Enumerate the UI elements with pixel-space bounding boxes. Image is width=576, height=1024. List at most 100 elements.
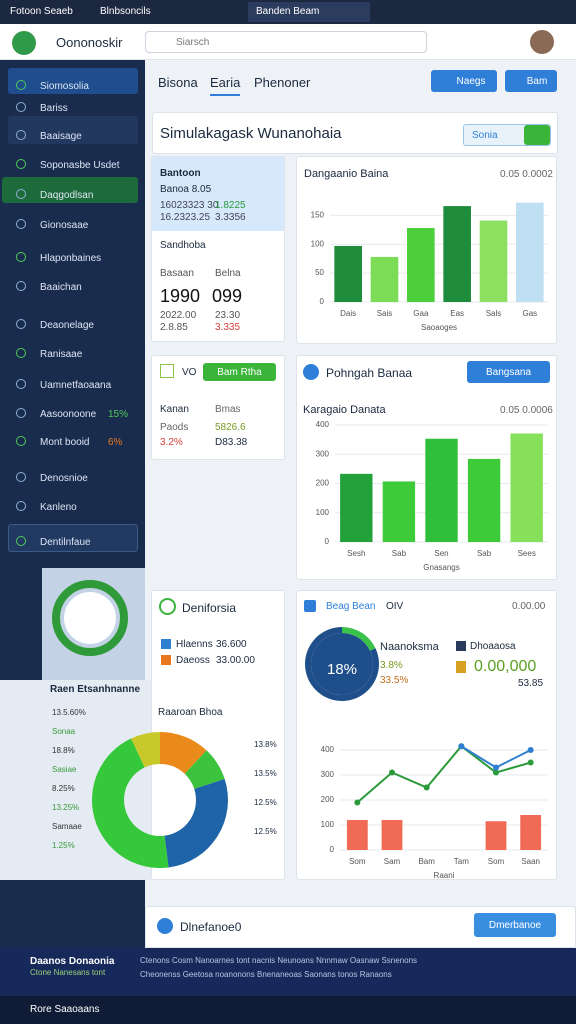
search[interactable]: Siarsch [145, 31, 427, 53]
nav-item[interactable]: Baaisage [40, 131, 82, 142]
summary-head [152, 157, 284, 231]
nav-item[interactable]: Hlaponbaines [40, 253, 102, 264]
nav-item[interactable]: Soponasbe Usdet [40, 160, 120, 171]
x-tick-label: Saan [521, 857, 540, 866]
y-tick-label: 200 [316, 479, 330, 488]
y-tick-label: 100 [311, 239, 325, 248]
stat: 099 [212, 286, 243, 306]
donut-label: Sasiae [52, 765, 77, 774]
footer [0, 948, 576, 996]
toggle-check[interactable] [524, 125, 550, 145]
button[interactable]: Dmerbanoe [474, 913, 556, 937]
small-value: 53.85 [518, 678, 544, 689]
donut-label: Sonaa [52, 727, 76, 736]
stat-sub: 2.8.85 [160, 322, 188, 333]
x-tick-label: Som [488, 857, 505, 866]
nav-item[interactable]: Denosnioe [40, 473, 88, 484]
legend-swatch [161, 655, 171, 665]
button[interactable]: Bangsana [467, 361, 550, 383]
point [354, 799, 361, 806]
tab[interactable]: Blnbsoncils [100, 6, 151, 17]
point [493, 764, 499, 771]
footer-bar [0, 996, 576, 1024]
nav-item[interactable]: Bariss [40, 103, 68, 114]
button[interactable]: Bam [505, 70, 557, 92]
row: 3.2% [160, 437, 183, 448]
donut-label: 12.5% [254, 827, 277, 836]
donut-center: 18% [327, 661, 357, 678]
nav-item[interactable]: Uamnetfaoaana [40, 380, 112, 391]
chart-note: 0.00.00 [512, 601, 546, 612]
card-subtitle: Raaroan Bhoa [158, 707, 223, 718]
button[interactable]: Bam Rtha [203, 363, 276, 381]
donut-label: 8.25% [52, 784, 75, 793]
tab[interactable]: Fotoon Seaeb [10, 6, 73, 17]
donut-label: 13.5% [254, 769, 277, 778]
icon [303, 364, 319, 380]
x-tick-label: Tam [454, 857, 469, 866]
pct: 33.5% [380, 675, 409, 686]
x-tick-label: Eas [450, 309, 464, 318]
point [527, 759, 534, 766]
y-tick-label: 0 [330, 845, 335, 854]
donut-label: Samaae [52, 822, 82, 831]
line [460, 745, 532, 769]
legend-name: Daeoss [176, 655, 210, 666]
y-tick-label: 400 [321, 745, 335, 754]
nav-icon [16, 102, 26, 112]
button[interactable]: Naegs [431, 70, 497, 92]
nav-icon [16, 189, 26, 199]
slice [160, 732, 207, 774]
nav-item[interactable]: Daqgodlsan [40, 190, 94, 201]
big-value: 0.00,000 [474, 658, 537, 675]
slice [131, 732, 160, 768]
chart-title: Raen Etsanhnanne [50, 684, 141, 695]
legend-name: Hlaenns [176, 639, 213, 650]
card-title: VO [182, 367, 197, 378]
card-title: Dlnefanoe0 [180, 920, 242, 934]
bar [382, 481, 416, 542]
nav-item[interactable]: Deaonelage [40, 320, 94, 331]
x-tick-label: Sals [486, 309, 502, 318]
bar [520, 815, 542, 850]
checkbox[interactable] [160, 364, 174, 378]
nav-item[interactable]: Gionosaae [40, 220, 89, 231]
donut-label: 13.25% [52, 803, 80, 812]
label: Bmas [215, 404, 241, 415]
main-tab-active[interactable]: Earia [210, 75, 241, 96]
nav-item[interactable]: Siomosolia [40, 81, 89, 92]
nav-item[interactable]: Mont booid [40, 437, 90, 448]
nav-item[interactable]: Dentilnfaue [40, 537, 91, 548]
stat-label: Belna [215, 268, 241, 279]
page-title: Simulakagask Wunanohaia [160, 125, 342, 142]
x-tick-label: Sees [518, 549, 536, 558]
tag: OIV [386, 601, 404, 612]
tab-active[interactable]: Banden Beam [248, 2, 370, 22]
chart-title: Dangaanio Baina [304, 168, 389, 180]
point [423, 784, 430, 791]
nav-group [8, 116, 138, 144]
donut-label: 1.25% [52, 841, 75, 850]
main-tab[interactable]: Bisona [158, 75, 198, 90]
nav-item[interactable]: Baaichan [40, 282, 82, 293]
y-tick-label: 50 [315, 268, 324, 277]
footer-text: Cheonenss Geetosa noanonons Bnenaneoas S… [140, 970, 392, 979]
nav-badge: 15% [108, 409, 129, 420]
row: 16.2323.25 [160, 212, 211, 223]
nav-icon [16, 436, 26, 446]
nav-icon [16, 348, 26, 358]
stat-sub: 2022.00 [160, 310, 197, 321]
bar [479, 220, 508, 302]
y-tick-label: 400 [316, 420, 330, 429]
legend-swatch [161, 639, 171, 649]
nav-badge: 6% [108, 437, 123, 448]
nav-item[interactable]: Kanleno [40, 502, 77, 513]
nav-item[interactable]: Ranisaae [40, 349, 83, 360]
bar [407, 228, 435, 302]
slice [342, 627, 376, 651]
legend-value: 36.600 [216, 639, 247, 650]
y-tick-label: 100 [316, 508, 330, 517]
main-tab[interactable]: Phenoner [254, 75, 311, 90]
avatar[interactable] [530, 30, 554, 54]
nav-item[interactable]: Aasoonoone [40, 409, 97, 420]
